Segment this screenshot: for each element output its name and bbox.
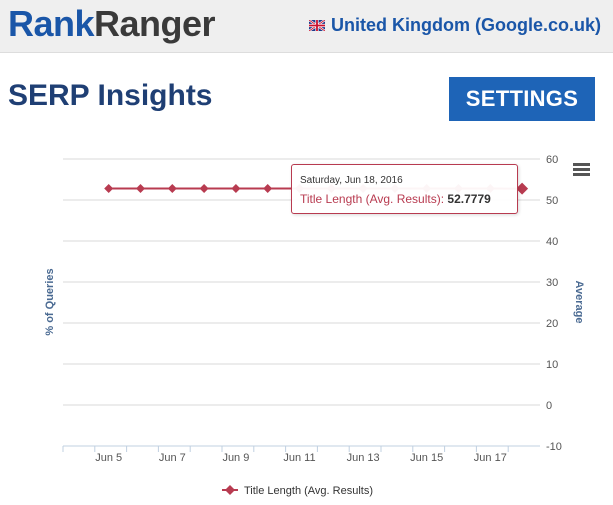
y-tick-label: 10 [546,359,558,371]
y-tick-label: 20 [546,318,558,330]
uk-flag-icon [309,19,326,31]
x-tick-label: Jun 7 [159,452,186,464]
data-point [516,182,529,195]
legend-marker [225,485,235,495]
y-tick-label: 60 [546,154,558,166]
y-right-axis-title: Average [573,280,585,323]
y-tick-label: 40 [546,236,558,248]
tooltip-series: Title Length (Avg. Results): [300,192,445,206]
x-tick-label: Jun 9 [222,452,249,464]
y-tick-label: 50 [546,195,558,207]
tooltip-value: 52.7779 [447,192,491,206]
legend-label: Title Length (Avg. Results) [244,485,373,497]
data-point [263,184,273,194]
x-tick-label: Jun 15 [410,452,443,464]
data-point [104,184,114,194]
data-point [136,184,145,194]
region-selector[interactable]: United Kingdom (Google.co.uk) [309,13,601,37]
tooltip-row: Title Length (Avg. Results): 52.7779 [300,192,491,206]
y-tick-label: 30 [546,277,558,289]
y-tick-label: -10 [546,441,562,453]
page-title: SERP Insights [8,79,213,112]
data-point [231,184,241,194]
x-tick-label: Jun 11 [283,452,315,464]
x-tick-label: Jun 13 [347,452,380,464]
region-label: United Kingdom (Google.co.uk) [331,14,601,35]
settings-button[interactable]: SETTINGS [449,77,595,121]
y-left-axis-title: % of Queries [44,268,56,335]
chart-menu-icon[interactable] [573,163,590,177]
chart-tooltip: Saturday, Jun 18, 2016 Title Length (Avg… [291,164,518,214]
tooltip-date: Saturday, Jun 18, 2016 [300,175,403,186]
rankranger-logo[interactable]: RankRanger [8,3,216,44]
x-tick-label: Jun 17 [474,452,507,464]
y-tick-label: 0 [546,400,552,412]
data-point [167,184,177,194]
top-bar: RankRanger United Kingdom (Google.co.uk) [0,0,613,53]
data-point [199,184,209,194]
x-tick-label: Jun 5 [95,452,122,464]
